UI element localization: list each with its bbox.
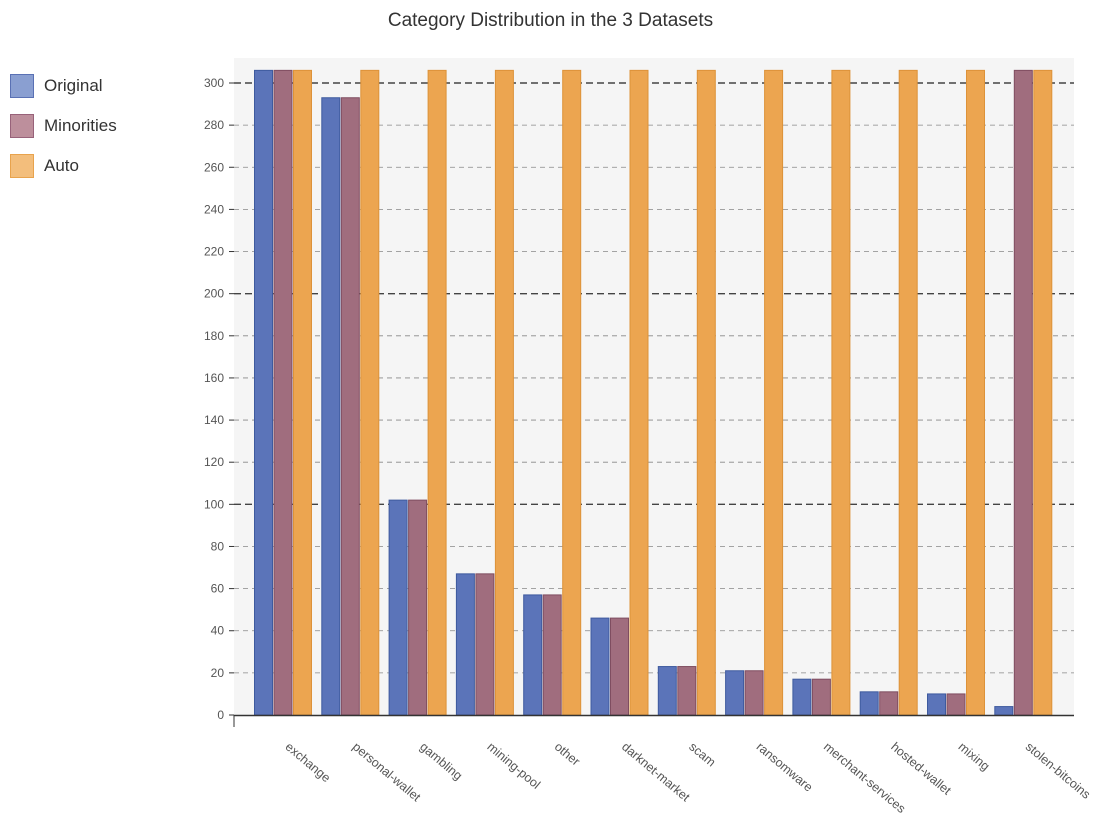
bar-auto-mixing[interactable] — [966, 69, 985, 716]
bar-auto-darknet-market[interactable] — [629, 69, 649, 716]
y-tick-label: 260 — [204, 160, 224, 174]
y-tick-label: 300 — [204, 76, 224, 90]
bar-original-ransomware[interactable] — [725, 670, 745, 716]
x-category-label-personal-wallet: personal-wallet — [350, 740, 424, 805]
bar-auto-personal-wallet[interactable] — [360, 69, 380, 716]
y-tick-label: 120 — [204, 455, 224, 469]
bar-auto-scam[interactable] — [696, 69, 716, 716]
bar-original-mining-pool[interactable] — [455, 573, 475, 716]
bar-original-personal-wallet[interactable] — [321, 97, 341, 716]
bar-original-darknet-market[interactable] — [590, 617, 610, 716]
bar-auto-exchange[interactable] — [293, 69, 312, 716]
y-tick-label: 0 — [217, 708, 224, 722]
x-category-label-scam: scam — [686, 740, 718, 770]
bar-minorities-mining-pool[interactable] — [475, 573, 495, 716]
legend-swatch-original — [10, 74, 34, 98]
y-tick-label: 280 — [204, 118, 224, 132]
y-axis-ticks: 0 20 40 60 80 100 120 140 160 180 200 220 240 260 280 3… — [204, 76, 234, 722]
y-tick-label: 80 — [211, 539, 225, 553]
bar-auto-merchant-services[interactable] — [831, 69, 851, 716]
x-category-label-other: other — [552, 740, 583, 769]
y-tick-label: 160 — [204, 371, 224, 385]
y-tick-label: 20 — [211, 666, 225, 680]
legend-swatch-auto — [10, 154, 34, 178]
x-category-label-mining-pool: mining-pool — [484, 740, 543, 792]
plot-background — [234, 58, 1074, 715]
y-tick-label: 60 — [211, 582, 225, 596]
bar-auto-gambling[interactable] — [427, 69, 447, 716]
bar-auto-ransomware[interactable] — [764, 69, 784, 716]
y-tick-label: 240 — [204, 202, 224, 216]
legend-label-minorities: Minorities — [44, 116, 117, 135]
bars — [254, 69, 1053, 716]
x-category-label-exchange: exchange — [283, 740, 334, 786]
legend-item-original[interactable]: Original — [10, 72, 170, 100]
bar-minorities-personal-wallet[interactable] — [340, 97, 360, 716]
bar-auto-other[interactable] — [562, 69, 582, 716]
x-category-label-mixing: mixing — [956, 740, 993, 774]
y-tick-label: 100 — [204, 497, 224, 511]
legend-item-minorities[interactable]: Minorities — [10, 112, 170, 140]
legend-swatch-minorities — [10, 114, 34, 138]
bar-minorities-mixing[interactable] — [946, 693, 966, 716]
x-category-label-darknet-market: darknet-market — [619, 740, 693, 805]
y-tick-label: 220 — [204, 245, 224, 259]
y-tick-label: 200 — [204, 287, 224, 301]
y-tick-label: 40 — [211, 624, 225, 638]
bar-minorities-darknet-market[interactable] — [610, 617, 629, 716]
legend-item-auto[interactable]: Auto — [10, 152, 170, 180]
bar-original-gambling[interactable] — [388, 499, 408, 716]
bar-original-hosted-wallet[interactable] — [859, 691, 879, 716]
chart-title: Category Distribution in the 3 Datasets — [387, 10, 714, 31]
bar-original-exchange[interactable] — [254, 69, 273, 716]
bar-auto-mining-pool[interactable] — [494, 69, 514, 716]
bar-minorities-hosted-wallet[interactable] — [879, 691, 899, 716]
legend-label-original: Original — [44, 76, 103, 95]
bar-minorities-scam[interactable] — [677, 666, 697, 716]
bar-original-scam[interactable] — [657, 666, 677, 716]
bar-minorities-merchant-services[interactable] — [811, 678, 831, 716]
legend: Original Minorities Auto — [10, 72, 170, 192]
bar-minorities-other[interactable] — [542, 594, 562, 716]
bar-auto-stolen-bitcoins[interactable] — [1033, 69, 1053, 716]
bar-auto-hosted-wallet[interactable] — [898, 69, 918, 716]
bar-minorities-ransomware[interactable] — [744, 670, 764, 716]
x-category-label-hosted-wallet: hosted-wallet — [888, 740, 954, 798]
bar-minorities-exchange[interactable] — [273, 69, 293, 716]
bar-original-merchant-services[interactable] — [792, 678, 812, 716]
x-category-label-ransomware: ransomware — [754, 740, 816, 795]
legend-label-auto: Auto — [44, 156, 79, 175]
y-tick-label: 140 — [204, 413, 224, 427]
bar-original-mixing[interactable] — [927, 693, 946, 716]
y-tick-label: 180 — [204, 329, 224, 343]
x-category-label-gambling: gambling — [417, 740, 465, 783]
bar-original-other[interactable] — [523, 594, 543, 716]
bar-original-stolen-bitcoins[interactable] — [994, 706, 1014, 716]
bar-minorities-gambling[interactable] — [408, 499, 428, 716]
x-category-label-stolen-bitcoins: stolen-bitcoins — [1023, 740, 1093, 802]
bar-minorities-stolen-bitcoins[interactable] — [1013, 69, 1033, 716]
